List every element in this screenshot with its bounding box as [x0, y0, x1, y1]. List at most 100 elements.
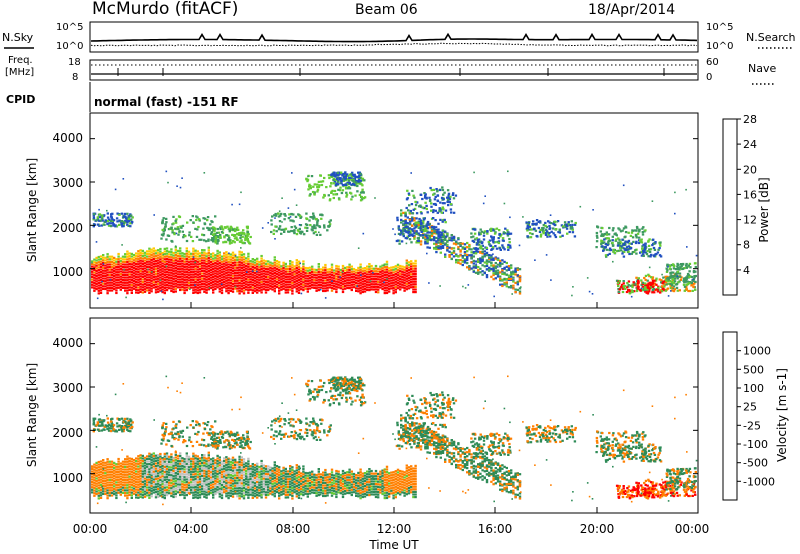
radar-cell: [163, 468, 166, 471]
radar-cell: [692, 285, 695, 289]
radar-cell: [245, 272, 248, 275]
radar-cell: [121, 281, 125, 284]
beam-title: Beam 06: [355, 2, 418, 18]
radar-cell: [141, 460, 144, 463]
radar-cell: [201, 269, 204, 272]
radar-cell: [306, 180, 309, 183]
radar-cell: [205, 283, 208, 286]
radar-cell: [267, 222, 269, 224]
radar-cell: [102, 280, 105, 283]
radar-cell: [354, 181, 358, 184]
radar-cell: [99, 468, 103, 471]
radar-cell: [332, 179, 335, 182]
radar-cell: [124, 215, 127, 218]
radar-cell: [406, 235, 409, 238]
radar-cell: [114, 188, 117, 191]
radar-cell: [104, 277, 107, 280]
radar-cell: [452, 197, 456, 200]
radar-cell: [439, 247, 442, 250]
radar-cell: [179, 255, 182, 258]
radar-cell: [641, 281, 645, 284]
radar-cell: [163, 465, 166, 468]
radar-cell: [392, 276, 395, 279]
radar-cell: [148, 476, 151, 479]
radar-cell: [153, 214, 155, 216]
radar-cell: [116, 212, 119, 215]
radar-cell: [161, 464, 164, 467]
radar-cell: [335, 288, 338, 291]
radar-cell: [126, 223, 129, 226]
radar-cell: [93, 484, 96, 487]
radar-cell: [377, 288, 380, 291]
radar-cell: [286, 280, 290, 284]
radar-cell: [137, 473, 140, 476]
radar-cell: [556, 220, 560, 223]
radar-cell: [108, 491, 111, 494]
radar-cell: [472, 266, 475, 269]
radar-cell: [139, 493, 142, 496]
radar-cell: [417, 226, 420, 229]
radar-cell: [412, 272, 415, 275]
radar-cell: [198, 219, 201, 222]
radar-cell: [343, 174, 346, 177]
radar-cell: [170, 248, 173, 251]
radar-cell: [565, 224, 569, 227]
radar-cell: [209, 271, 213, 274]
radar-cell: [370, 267, 373, 270]
radar-cell: [126, 455, 129, 458]
radar-cell: [124, 271, 127, 274]
radar-cell: [154, 467, 158, 470]
radar-cell: [385, 284, 389, 287]
radar-cell: [405, 280, 408, 283]
radar-cell: [198, 252, 202, 255]
radar-cell: [433, 247, 436, 250]
radar-cell: [468, 254, 471, 257]
radar-cell: [97, 468, 100, 471]
radar-cell: [571, 223, 574, 226]
radar-cell: [499, 275, 502, 278]
radar-cell: [196, 250, 199, 253]
radar-cell: [335, 280, 338, 283]
radar-cell: [601, 240, 604, 243]
radar-cell: [108, 476, 111, 479]
radar-cell: [128, 486, 131, 489]
radar-cell: [308, 284, 312, 287]
radar-cell: [430, 239, 433, 242]
radar-cell: [137, 481, 140, 484]
radar-cell: [229, 284, 232, 287]
radar-cell: [302, 281, 305, 284]
radar-cell: [170, 253, 173, 256]
radar-cell: [447, 200, 450, 203]
radar-cell: [591, 293, 594, 295]
radar-cell: [644, 290, 647, 293]
radar-cell: [403, 281, 406, 284]
radar-cell: [130, 268, 133, 271]
radar-cell: [143, 254, 147, 257]
radar-cell: [535, 219, 539, 222]
radar-cell: [313, 193, 316, 196]
radar-cell: [383, 289, 386, 292]
radar-cell: [323, 226, 326, 229]
radar-cell: [405, 275, 408, 278]
radar-cell: [271, 280, 274, 283]
radar-cell: [135, 260, 138, 263]
radar-cell: [110, 271, 114, 274]
radar-cell: [379, 268, 382, 271]
radar-cell: [549, 235, 552, 238]
radar-cell: [509, 216, 511, 219]
radar-cell: [383, 266, 386, 269]
radar-cell: [363, 285, 367, 288]
radar-cell: [313, 271, 316, 274]
radar-cell: [214, 274, 217, 278]
radar-cell: [146, 260, 149, 263]
radar-cell: [404, 223, 407, 226]
radar-cell: [143, 262, 147, 265]
radar-cell: [117, 457, 120, 461]
radar-cell: [260, 267, 263, 271]
radar-cell: [139, 488, 142, 491]
radar-cell: [612, 250, 615, 253]
radar-cell: [501, 262, 504, 265]
radar-cell: [190, 268, 193, 271]
radar-cell: [244, 236, 248, 239]
radar-cell: [152, 247, 155, 250]
